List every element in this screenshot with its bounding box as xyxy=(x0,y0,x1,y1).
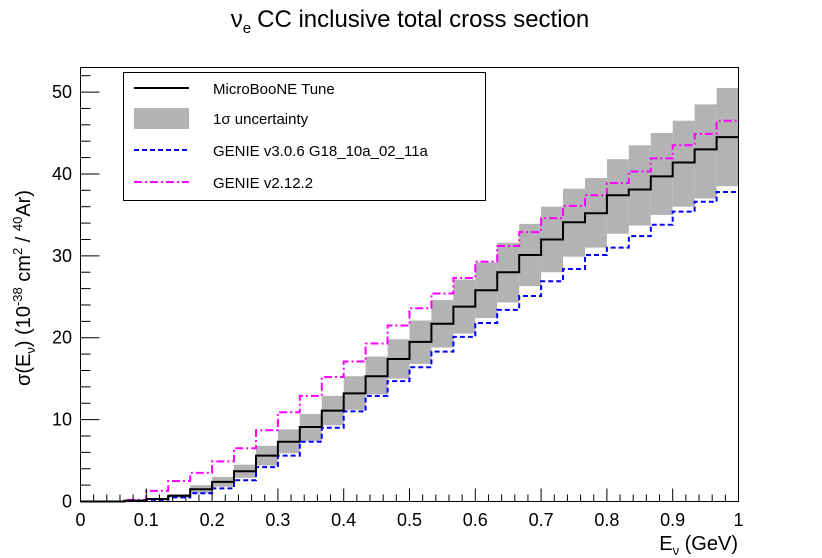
band-bin xyxy=(606,159,629,234)
legend-label: GENIE v2.12.2 xyxy=(213,175,313,192)
series-lines xyxy=(80,119,739,503)
y-tick-label: 50 xyxy=(52,82,72,102)
band-bin xyxy=(628,145,651,226)
x-tick-label: 1 xyxy=(733,510,743,530)
legend: MicroBooNE Tune 1σ uncertainty GENIE v3.… xyxy=(123,72,486,201)
x-tick-label: 0.1 xyxy=(134,510,159,530)
series-line-solid xyxy=(80,136,739,503)
y-axis-label: σ(Eν) (10-38 cm2 / 40Ar) xyxy=(10,190,38,386)
legend-entry-uncertainty: 1σ uncertainty xyxy=(134,108,309,129)
y-tick-label: 10 xyxy=(52,410,72,430)
legend-entry-microboone-tune: MicroBooNE Tune xyxy=(134,81,335,98)
band-bin xyxy=(650,133,673,215)
series-line-dashed xyxy=(80,190,739,503)
chart-title: νe CC inclusive total cross section xyxy=(231,6,589,37)
legend-label: GENIE v3.0.6 G18_10a_02_11a xyxy=(213,143,429,160)
x-tick-label: 0.7 xyxy=(529,510,554,530)
x-tick-label: 0.8 xyxy=(594,510,619,530)
x-tick-label: 0 xyxy=(75,510,85,530)
x-axis-label: Eν (GeV) xyxy=(659,533,738,558)
y-tick-label: 40 xyxy=(52,164,72,184)
title-text: CC inclusive total cross section xyxy=(257,6,589,33)
y-tick-label: 20 xyxy=(52,328,72,348)
x-tick-label: 0.6 xyxy=(463,510,488,530)
title-symbol: ν xyxy=(231,6,243,33)
legend-label: MicroBooNE Tune xyxy=(213,81,335,98)
series-line-dashdot xyxy=(80,119,739,503)
legend-box xyxy=(123,72,486,201)
x-tick-label: 0.9 xyxy=(660,510,685,530)
legend-swatch-band xyxy=(134,108,189,129)
legend-entry-genie-v2: GENIE v2.12.2 xyxy=(134,175,313,192)
band-bin xyxy=(672,120,695,207)
x-tick-label: 0.4 xyxy=(331,510,356,530)
y-tick-label: 0 xyxy=(62,492,72,512)
y-tick-label: 30 xyxy=(52,246,72,266)
x-tick-label: 0.2 xyxy=(200,510,225,530)
x-tick-label: 0.5 xyxy=(397,510,422,530)
band-bin xyxy=(694,104,717,199)
legend-entry-genie-v3: GENIE v3.0.6 G18_10a_02_11a xyxy=(134,143,429,160)
x-tick-label: 0.3 xyxy=(265,510,290,530)
title-symbol-sub: e xyxy=(243,20,251,37)
legend-label: 1σ uncertainty xyxy=(213,111,309,128)
